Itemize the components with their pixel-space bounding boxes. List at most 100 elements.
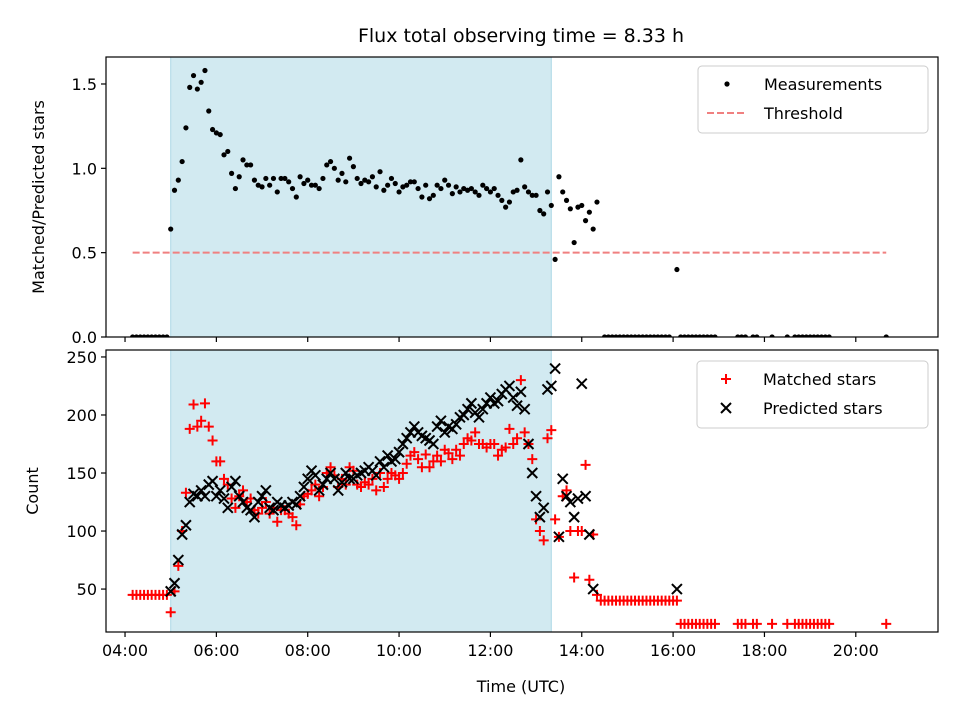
matched-point: [515, 375, 526, 386]
measurement-point: [769, 334, 775, 337]
matched-point: [215, 456, 226, 467]
measurement-point: [503, 204, 509, 210]
predicted-point: [515, 386, 527, 398]
x-tick-label: 10:00: [376, 641, 422, 660]
measurement-point: [217, 131, 223, 138]
measurement-point: [381, 187, 387, 193]
measurement-point: [320, 175, 326, 182]
matched-point: [489, 439, 500, 449]
matched-point: [207, 435, 218, 446]
predicted-point: [248, 511, 261, 523]
measurement-point: [179, 158, 185, 165]
measurement-point: [544, 189, 551, 195]
matched-point: [500, 442, 511, 453]
measurement-point: [164, 334, 170, 337]
matched-point: [580, 459, 591, 470]
predicted-point: [317, 478, 329, 491]
measurement-point: [533, 192, 539, 198]
measurement-point: [541, 211, 547, 217]
measurement-point: [259, 184, 265, 190]
measurement-point: [434, 182, 440, 188]
predicted-point: [206, 475, 219, 487]
measurement-point: [171, 187, 178, 193]
matched-point: [397, 468, 408, 479]
legend-box: [697, 65, 929, 134]
predicted-point: [233, 490, 245, 502]
matched-point: [504, 423, 515, 434]
matched-point: [534, 526, 545, 537]
x-axis-label: Time (UTC): [476, 677, 565, 696]
legend-label: Predicted stars: [763, 399, 883, 418]
measurement-point: [396, 189, 402, 195]
x-tick-label: 14:00: [559, 641, 605, 660]
measurement-point: [514, 187, 520, 193]
measurement-point: [487, 189, 494, 195]
measurement-point: [392, 180, 398, 187]
predicted-point: [229, 475, 242, 487]
measurement-point: [209, 126, 216, 133]
predicted-point: [199, 490, 211, 502]
predicted-point: [313, 484, 325, 497]
measurement-point: [202, 67, 208, 74]
observing-span-shade: [170, 56, 552, 338]
predicted-point: [568, 511, 580, 523]
predicted-point: [537, 502, 550, 514]
plot-area: [127, 362, 892, 629]
measurement-point: [339, 170, 345, 176]
measurement-point: [377, 169, 383, 175]
predicted-point: [553, 531, 565, 543]
measurement-point: [582, 218, 589, 224]
measurement-point: [499, 197, 505, 203]
y-tick-label: 0.0: [72, 328, 97, 347]
predicted-point: [302, 473, 314, 485]
matched-point: [561, 485, 572, 496]
predicted-point: [214, 484, 226, 497]
matched-point: [451, 444, 462, 455]
measurement-point: [312, 182, 318, 188]
measurement-point: [430, 192, 436, 198]
measurement-point: [327, 158, 334, 165]
measurement-point: [206, 108, 212, 114]
matched-point: [824, 618, 835, 629]
measurement-point: [331, 165, 337, 171]
measurement-point: [579, 202, 585, 209]
series-predicted-stars: [164, 362, 683, 598]
matched-point: [287, 512, 298, 523]
y-tick-label: 50: [77, 580, 97, 599]
measurement-point: [571, 239, 577, 246]
measurement-point: [525, 189, 532, 195]
matched-point: [538, 535, 549, 546]
y-tick-label: 1.5: [72, 75, 97, 94]
matched-point: [458, 439, 469, 449]
legend: Measurements Threshold: [697, 65, 929, 134]
measurement-point: [563, 197, 570, 203]
predicted-point: [176, 528, 188, 541]
predicted-point: [408, 420, 420, 433]
measurement-point: [445, 182, 452, 188]
matched-point: [184, 423, 195, 434]
measurement-point: [518, 157, 524, 163]
predicted-point: [477, 403, 489, 415]
measurement-point: [251, 177, 258, 183]
matched-point: [363, 479, 374, 490]
bottom-axes: 50 100 150 200 250 04:00 06:00 08:00 10:00 12:00 1…: [23, 348, 939, 660]
matched-point: [196, 415, 207, 426]
legend-label: Matched stars: [763, 370, 876, 389]
measurement-point: [590, 226, 596, 232]
matched-point: [291, 520, 302, 531]
y-tick-label: 150: [66, 464, 97, 483]
measurement-point: [457, 189, 463, 195]
predicted-point: [492, 395, 504, 407]
measurement-point: [369, 174, 376, 180]
measurement-point: [560, 189, 566, 195]
measurement-point: [175, 177, 181, 183]
matched-point: [378, 481, 389, 492]
matched-point: [272, 516, 283, 527]
measurement-point: [674, 266, 680, 273]
predicted-point: [180, 519, 192, 531]
predicted-point: [343, 473, 356, 485]
measurement-point: [552, 256, 558, 263]
predicted-point: [450, 418, 462, 430]
measurement-point: [346, 155, 353, 161]
measurement-point: [754, 334, 760, 337]
